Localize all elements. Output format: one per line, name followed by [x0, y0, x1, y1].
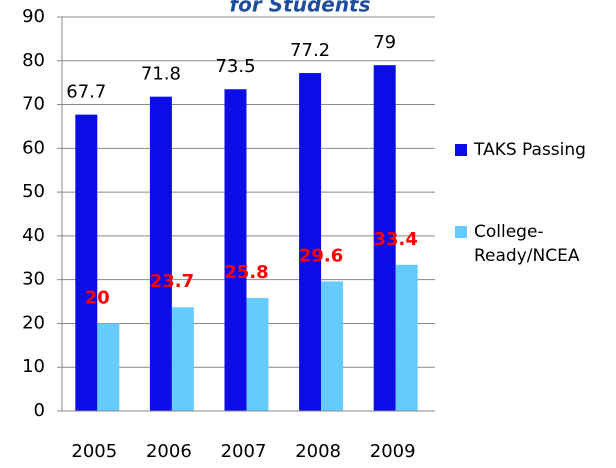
data-label: 25.8	[224, 262, 268, 283]
bar	[373, 65, 396, 412]
bar	[246, 298, 269, 411]
x-tick-label: 2009	[370, 441, 416, 462]
bar	[97, 323, 120, 411]
x-tick-label: 2007	[221, 441, 267, 462]
y-tick-label: 70	[22, 94, 45, 115]
bar	[321, 281, 344, 411]
data-label: 23.7	[150, 271, 194, 292]
data-label: 71.8	[141, 64, 181, 85]
data-label: 73.5	[215, 56, 255, 77]
y-tick-label: 0	[34, 400, 45, 421]
legend-swatch	[455, 226, 467, 238]
x-tick-label: 2006	[146, 441, 192, 462]
data-label: 33.4	[373, 229, 417, 250]
bar	[75, 114, 98, 411]
chart-title: for Students	[229, 0, 370, 17]
bar	[299, 73, 322, 411]
x-tick-label: 2005	[71, 441, 117, 462]
y-tick-label: 10	[22, 356, 45, 377]
y-tick-label: 50	[22, 181, 45, 202]
y-tick-label: 80	[22, 50, 45, 71]
data-label: 77.2	[290, 40, 330, 61]
y-tick-label: 20	[22, 312, 45, 333]
data-label: 79	[373, 32, 396, 53]
bar	[224, 89, 247, 411]
legend-label: College-Ready/NCEA	[474, 222, 580, 266]
y-tick-label: 90	[22, 6, 45, 27]
y-tick-label: 30	[22, 269, 45, 290]
legend-label: TAKS Passing	[474, 140, 586, 160]
y-tick-label: 40	[22, 225, 45, 246]
data-label: 20	[85, 287, 110, 308]
bar	[395, 264, 418, 411]
y-tick-label: 60	[22, 137, 45, 158]
data-label: 67.7	[66, 82, 106, 103]
bar	[149, 96, 172, 412]
x-tick-label: 2008	[295, 441, 341, 462]
bar	[171, 307, 194, 411]
data-label: 29.6	[299, 245, 343, 266]
legend-swatch	[455, 144, 467, 156]
